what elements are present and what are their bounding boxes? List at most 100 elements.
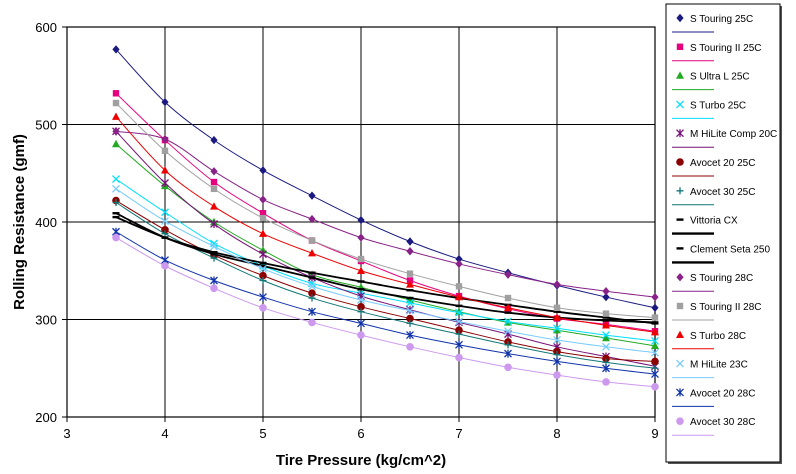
y-tick-label: 300 (35, 313, 57, 328)
data-point (210, 167, 218, 176)
legend: S Touring 25C S Touring II 25C S Ultra L 2… (665, 3, 782, 464)
x-tick-label: 7 (455, 426, 462, 441)
legend-marker (676, 247, 684, 250)
legend-item: Avocet 30 25C (672, 187, 755, 206)
legend-item: Avocet 20 28C (672, 388, 755, 407)
data-point (210, 254, 218, 262)
data-point (210, 135, 218, 145)
data-point (455, 318, 463, 327)
series-13 (112, 184, 659, 357)
data-point (406, 314, 414, 323)
data-point (602, 378, 610, 386)
data-point (504, 311, 512, 314)
data-point (651, 327, 659, 336)
data-point (602, 333, 610, 342)
y-tick-label: 200 (35, 410, 57, 425)
legend-label: Vittoria CX (690, 216, 738, 227)
data-point (455, 326, 463, 335)
data-point (455, 254, 463, 264)
legend-item: M HiLite Comp 20C (672, 129, 777, 148)
data-point (357, 308, 365, 316)
x-tick-label: 8 (553, 426, 560, 441)
data-point (357, 255, 365, 263)
data-point (308, 191, 316, 200)
data-point (651, 370, 659, 379)
data-point (161, 236, 169, 239)
data-point (210, 178, 218, 186)
data-point (602, 287, 610, 296)
data-point (651, 303, 659, 312)
data-point (602, 342, 610, 351)
data-point (602, 316, 610, 319)
legend-label: S Turbo 28C (690, 331, 746, 342)
legend-marker (676, 359, 684, 368)
data-point (553, 324, 561, 333)
data-point (210, 242, 218, 251)
data-point (406, 289, 414, 292)
data-point (259, 195, 267, 204)
x-axis-label: Tire Pressure (kg/cm^2) (276, 452, 446, 469)
data-point (553, 336, 561, 344)
data-point (406, 280, 414, 288)
series-line (115, 49, 656, 309)
data-point (455, 353, 463, 362)
series-line (115, 237, 656, 388)
data-point (651, 322, 659, 325)
data-point (308, 237, 316, 244)
data-point (112, 184, 120, 193)
data-point (161, 217, 169, 225)
legend-marker (676, 187, 684, 195)
data-point (357, 288, 365, 291)
data-point (112, 215, 120, 219)
data-point (455, 308, 463, 317)
data-point (112, 99, 120, 107)
series-14 (112, 227, 659, 379)
data-point (112, 112, 120, 120)
data-point (406, 247, 414, 256)
data-point (259, 229, 267, 237)
data-point (651, 341, 659, 350)
data-point (357, 233, 365, 242)
data-point (259, 293, 267, 302)
data-point (455, 330, 463, 338)
data-point (259, 166, 267, 175)
data-point (259, 264, 267, 268)
data-point (161, 97, 169, 107)
legend-item: S Turbo 28C (672, 330, 746, 350)
data-point (259, 304, 267, 312)
data-point (112, 139, 120, 148)
series-line (115, 216, 656, 325)
data-point (210, 202, 218, 210)
data-point (112, 175, 120, 184)
series-line (115, 188, 656, 354)
data-point (406, 319, 414, 327)
data-point (308, 318, 316, 327)
data-point (357, 280, 365, 283)
data-point (259, 250, 267, 259)
axes: 3 4 5 6 7 8 9 200 300 400 500 600 (35, 20, 658, 441)
data-point (553, 371, 561, 379)
legend-marker (676, 330, 684, 338)
legend-item: S Touring II 28C (672, 302, 762, 321)
x-tick-label: 4 (161, 426, 168, 441)
data-point (504, 294, 512, 302)
series-line (115, 178, 656, 342)
data-point (553, 310, 561, 313)
legend-label: Avocet 30 25C (690, 187, 755, 198)
data-point (455, 292, 463, 301)
legend-item: Vittoria CX (672, 216, 738, 235)
legend-marker (676, 43, 684, 50)
legend-marker (676, 100, 684, 109)
data-point (504, 270, 512, 279)
legend-label: Clement Seta 250 (690, 244, 770, 255)
data-point (455, 340, 463, 349)
legend-label: S Touring 25C (690, 14, 753, 25)
data-point (161, 262, 169, 270)
data-point (210, 185, 218, 193)
data-point (602, 331, 610, 340)
legend-label: Avocet 20 28C (690, 388, 755, 399)
data-point (308, 214, 316, 224)
data-point (112, 90, 120, 97)
series-line (115, 231, 656, 375)
